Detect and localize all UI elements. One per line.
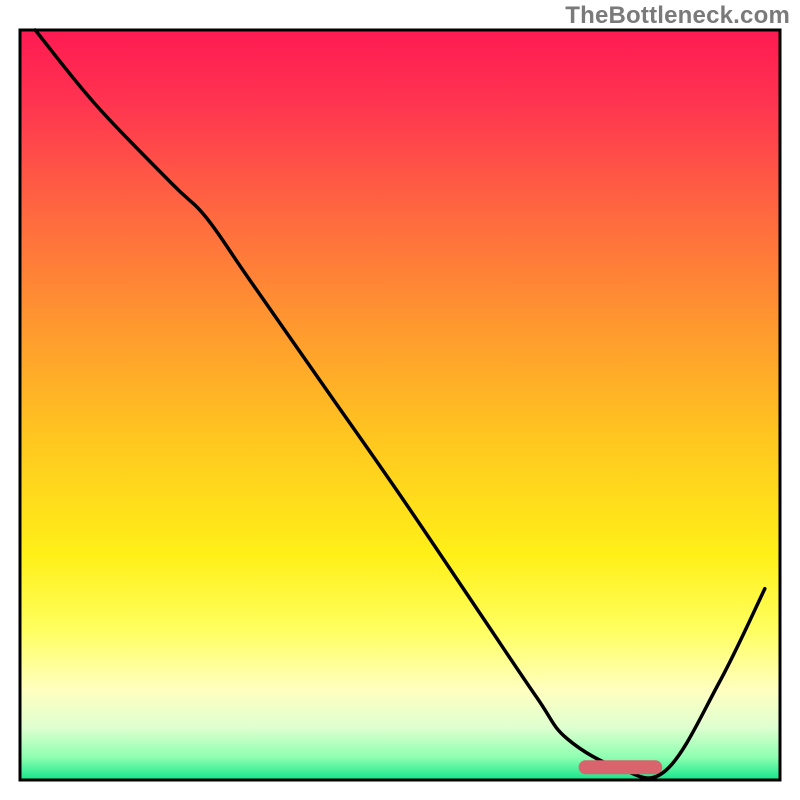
watermark-label: TheBottleneck.com	[565, 2, 790, 30]
plot-background	[20, 30, 780, 780]
bottleneck-chart-container: TheBottleneck.com	[0, 0, 800, 800]
optimal-range-marker	[579, 760, 663, 774]
bottleneck-chart-svg	[0, 0, 800, 800]
